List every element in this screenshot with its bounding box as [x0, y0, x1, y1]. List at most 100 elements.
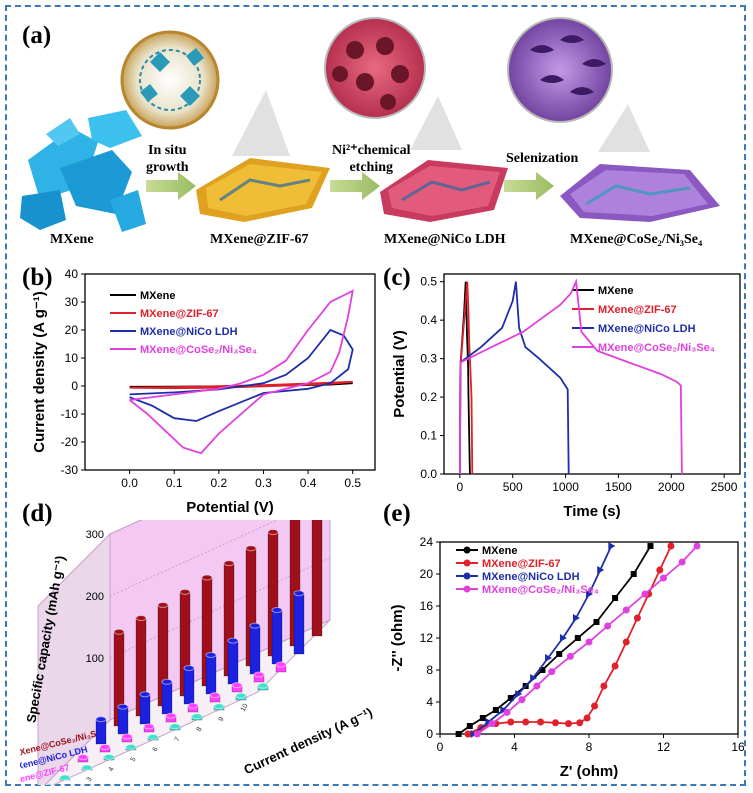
legend-label-3: MXene@CoSe₂/Ni₃Se₄ — [140, 344, 257, 356]
data-point — [656, 566, 664, 574]
data-point — [633, 614, 641, 622]
bar-top — [201, 574, 213, 581]
plot-frame — [84, 273, 376, 471]
y-tick-label: -10 — [61, 407, 79, 421]
data-point — [604, 622, 612, 630]
series-line-1 — [459, 281, 474, 475]
y-tick-label: 40 — [65, 267, 79, 281]
series-line-2 — [459, 281, 570, 475]
step-chemical-etching: Ni²⁺chemical etching — [332, 142, 410, 176]
bar-top — [165, 712, 177, 719]
data-point — [641, 590, 649, 598]
step-3-line1: Selenization — [506, 151, 579, 166]
x-tick-label: 0 — [437, 740, 444, 754]
y-tick-label: 0.3 — [420, 352, 437, 366]
data-point — [667, 542, 675, 550]
y-tick-label: 30 — [65, 295, 79, 309]
y-tick-label: -30 — [61, 463, 79, 477]
bar — [293, 592, 305, 655]
panel-b-label: (b) — [22, 264, 53, 291]
x-tick-label: 6 — [152, 746, 160, 753]
dashed-frame — [5, 5, 746, 786]
bar — [117, 706, 129, 735]
y-tick-label: 16 — [420, 599, 434, 613]
bar — [205, 654, 217, 695]
bar-top — [253, 671, 265, 678]
y-tick-label: 10 — [65, 351, 79, 365]
legend-label-2: MXene@NiCo LDH — [482, 571, 580, 583]
x-tick-label: 16 — [731, 740, 745, 754]
y-tick-label: 0.4 — [420, 313, 437, 327]
x-tick-label: 0.5 — [344, 476, 361, 490]
data-point — [488, 720, 496, 728]
series-line-1 — [129, 380, 353, 390]
bar-top — [113, 628, 125, 635]
y-tick-label: 24 — [420, 535, 434, 549]
bar — [183, 667, 195, 705]
data-point — [622, 606, 630, 614]
series-line-3 — [129, 289, 354, 455]
bar-top — [223, 560, 235, 567]
z-gridline — [109, 520, 279, 597]
legend-label-1: MXene@ZIF-67 — [482, 558, 561, 570]
process-arrows — [146, 172, 554, 200]
bar-top — [267, 529, 279, 535]
stage-label-nico-ldh: MXene@NiCo LDH — [384, 232, 506, 247]
x-tick-label: 0.1 — [166, 476, 183, 490]
data-point — [597, 566, 605, 574]
data-point — [574, 635, 581, 641]
bar-top — [235, 692, 247, 699]
bar-top — [157, 601, 169, 608]
bar-top — [147, 733, 159, 740]
step-in-situ-growth: In situ growth — [146, 142, 189, 176]
y-tick-label: 0.5 — [420, 275, 437, 289]
legend-label-1: MXene@ZIF-67 — [598, 304, 677, 316]
legend-marker-2 — [463, 572, 471, 580]
x-tick-label: 0.4 — [300, 476, 317, 490]
x-axis-label: Potential (V) — [186, 499, 274, 516]
bar — [249, 625, 261, 675]
legend-marker-3 — [463, 585, 471, 593]
x-tick-label: 2500 — [711, 480, 738, 494]
bar — [139, 693, 151, 725]
x-tick-label: 0.3 — [255, 476, 272, 490]
data-point — [537, 718, 545, 726]
series-line-2 — [129, 328, 354, 422]
data-point — [545, 654, 553, 662]
step-2-line1: Ni²⁺chemical — [332, 143, 411, 158]
nico-ldh-film — [324, 17, 508, 222]
data-point — [479, 715, 486, 721]
bar-top — [209, 692, 221, 699]
data-point — [565, 720, 573, 728]
stage-label-cose2-ni3se4: MXene@CoSe₂/Ni₃Se₄ — [570, 232, 703, 247]
stage-label-zif67: MXene@ZIF-67 — [210, 232, 309, 247]
data-point — [678, 558, 686, 566]
bar-top — [249, 622, 261, 629]
bar-top — [125, 743, 137, 750]
panel-a-schematic — [20, 17, 720, 232]
step-selenization: Selenization — [506, 150, 578, 167]
data-point — [500, 706, 508, 714]
z-tick-label: 200 — [86, 591, 104, 603]
chart-b-cv: 0.0 0.1 0.2 0.3 0.4 0.5 -30 -20 -10 0 10 20 30 40 Pote… — [31, 267, 376, 516]
data-point — [466, 723, 473, 729]
data-point — [515, 690, 523, 698]
data-point — [593, 619, 600, 625]
series-line-3 — [459, 278, 683, 475]
data-point — [572, 614, 580, 622]
legend-label-3: MXene@CoSe₂/Ni₃Se₄ — [482, 584, 599, 596]
x-tick-label: 500 — [503, 480, 523, 494]
data-point — [522, 718, 530, 726]
bar-top — [275, 661, 287, 668]
step-2-line2: etching — [349, 160, 394, 175]
stage-label-mxene: MXene — [50, 232, 94, 247]
mxene-flakes — [20, 110, 146, 232]
x-tick-label: 0.2 — [211, 476, 228, 490]
data-point — [548, 668, 556, 676]
bar-top — [293, 590, 305, 597]
x-axis-label: Time (s) — [563, 503, 620, 520]
data-point — [556, 651, 563, 657]
y-axis-label: -Z'' (ohm) — [390, 604, 406, 671]
bar-top — [95, 716, 107, 723]
